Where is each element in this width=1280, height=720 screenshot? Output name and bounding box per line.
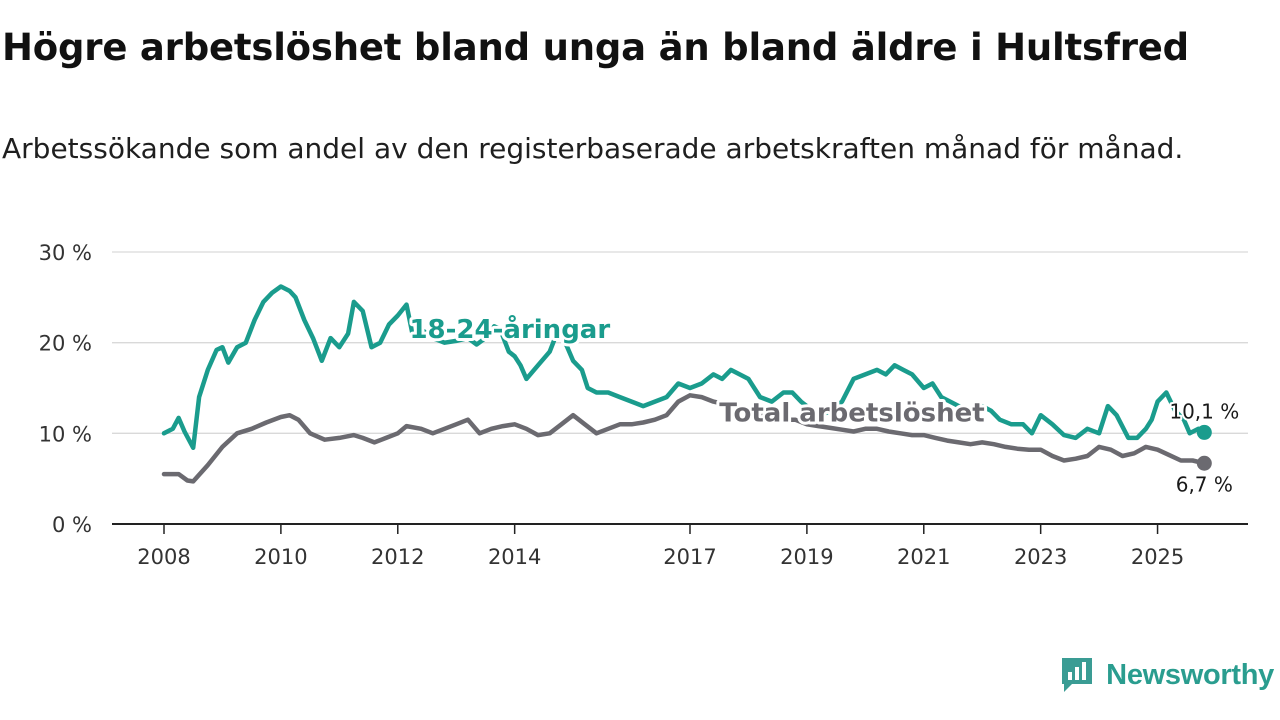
y-tick-label: 0 % [52,513,92,537]
x-tick-label: 2014 [488,545,541,569]
gridlines [112,251,1248,434]
series-lines [161,284,1212,484]
series-line-total-arbetsl-shet [161,393,1207,484]
series-endpoint-18-24-ringar [1196,424,1212,440]
brand-name: Newsworthy [1106,658,1274,691]
x-tick-label: 2017 [663,545,716,569]
chart-subtitle: Arbetssökande som andel av den registerb… [2,132,1184,165]
end-value-label-18-24-ringar: 10,1 % [1169,399,1239,423]
x-tick-label: 2021 [897,545,950,569]
x-tick-label: 2008 [137,545,190,569]
chart-title: Högre arbetslöshet bland unga än bland ä… [2,26,1189,69]
y-axis-ticks: 0 % 10 % 20 % 30 % [39,241,92,537]
newsworthy-chat-chart-icon [1062,658,1093,692]
x-tick-label: 2019 [780,545,833,569]
x-tick-label: 2025 [1131,545,1184,569]
y-tick-label: 10 % [39,422,92,446]
x-tick-label: 2012 [371,545,424,569]
series-label-total-arbetsl-shet: Total arbetslöshet [719,399,984,429]
series-labels: 18-24-åringar Total arbetslöshet 10,1 % 6,7… [406,310,1241,498]
series-endpoint-total-arbetsl-shet [1196,455,1212,471]
x-tick-label: 2023 [1014,545,1067,569]
end-value-label-total-arbetsl-shet: 6,7 % [1176,472,1233,496]
series-line-18-24-ringar [161,284,1207,451]
brand-logo: Newsworthy [1060,656,1274,694]
x-axis-ticks: 2008 2010 2012 2014 2017 2019 2021 2023 2025 [137,524,1184,569]
series-label-18-24-ringar: 18-24-åringar [409,313,610,345]
y-tick-label: 20 % [39,332,92,356]
x-tick-label: 2010 [254,545,307,569]
y-tick-label: 30 % [39,241,92,265]
